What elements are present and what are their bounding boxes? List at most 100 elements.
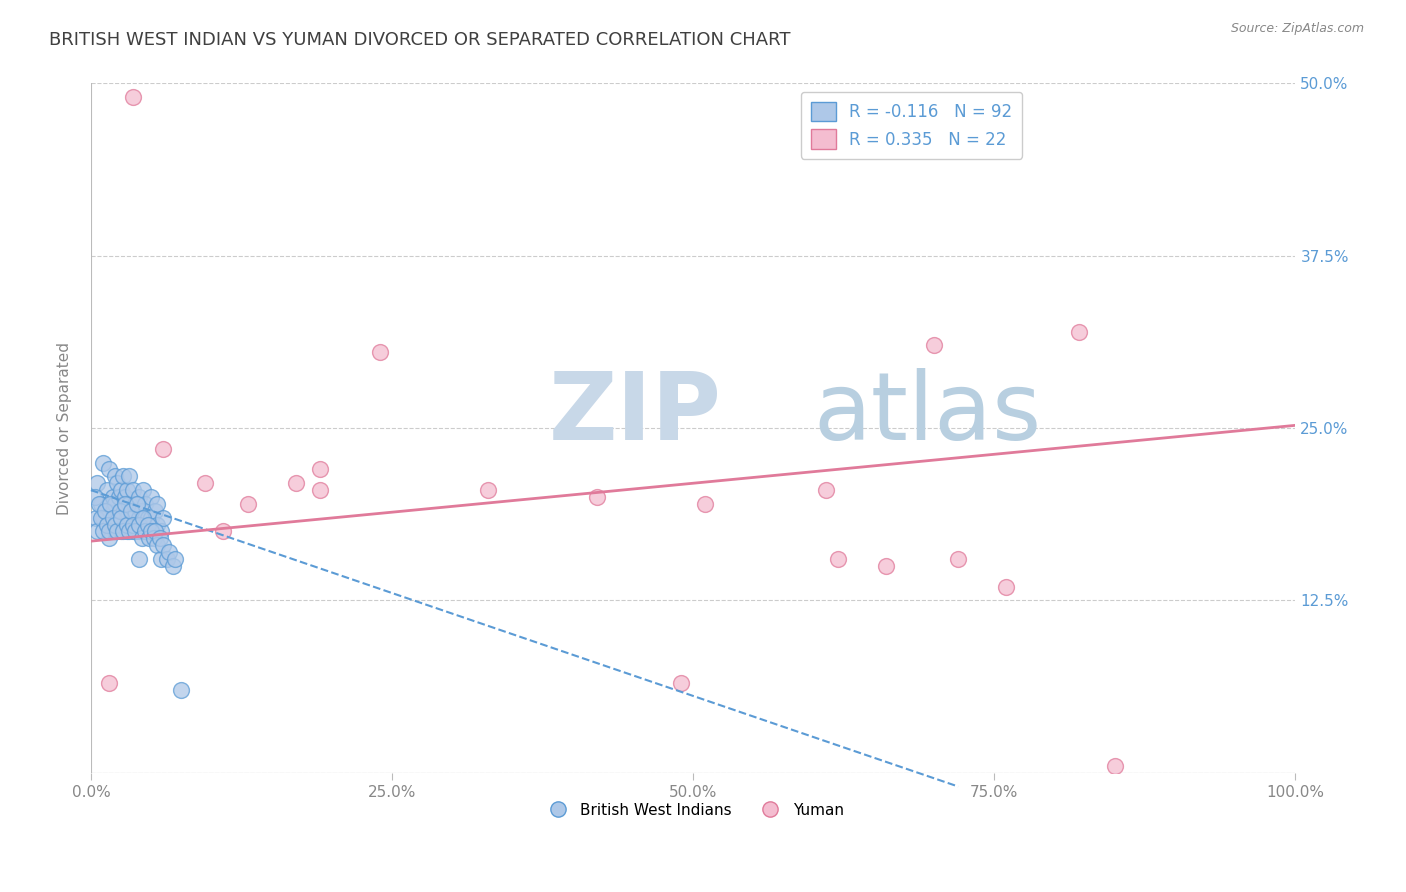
Point (152, 510, 174, 524)
Point (108, 504, 131, 518)
Point (157, 545, 180, 559)
Point (86, 476, 108, 491)
Point (136, 510, 159, 524)
Point (112, 469, 135, 483)
Point (128, 524, 150, 539)
Point (948, 552, 970, 566)
Point (90, 510, 112, 524)
Point (132, 483, 155, 497)
Point (89, 497, 111, 511)
Point (98, 462, 121, 476)
Point (143, 504, 166, 518)
Point (104, 497, 127, 511)
Point (131, 532, 153, 546)
Point (585, 490, 607, 504)
Point (152, 442, 174, 456)
Point (152, 538, 174, 552)
Point (194, 476, 217, 491)
Point (110, 510, 132, 524)
Legend: British West Indians, Yuman: British West Indians, Yuman (536, 797, 851, 823)
Point (132, 510, 155, 524)
Point (104, 517, 127, 532)
Point (122, 504, 145, 518)
Point (146, 497, 169, 511)
Point (114, 517, 136, 532)
Point (104, 524, 127, 539)
Point (115, 517, 138, 532)
Point (141, 524, 163, 539)
Point (122, 90, 145, 104)
Point (141, 490, 163, 504)
Point (128, 517, 150, 532)
Point (149, 524, 172, 539)
Point (112, 524, 135, 539)
Point (98, 676, 121, 690)
Point (90, 497, 112, 511)
Point (114, 497, 136, 511)
Point (142, 524, 165, 539)
Text: atlas: atlas (814, 368, 1042, 460)
Point (368, 345, 391, 359)
Point (146, 517, 169, 532)
Point (91, 456, 114, 470)
Point (118, 469, 141, 483)
Point (162, 558, 184, 573)
Point (118, 497, 141, 511)
Y-axis label: Divorced or Separated: Divorced or Separated (58, 342, 72, 515)
Point (110, 524, 132, 539)
Point (101, 510, 124, 524)
Point (101, 490, 124, 504)
Point (695, 497, 717, 511)
Point (124, 497, 146, 511)
Point (94, 504, 117, 518)
Point (149, 552, 172, 566)
Point (827, 552, 849, 566)
Point (138, 532, 160, 546)
Point (156, 552, 179, 566)
Point (212, 524, 235, 539)
Point (134, 524, 156, 539)
Point (124, 524, 146, 539)
Point (84, 510, 107, 524)
Point (170, 683, 193, 698)
Point (922, 338, 945, 352)
Text: Source: ZipAtlas.com: Source: ZipAtlas.com (1230, 22, 1364, 36)
Point (107, 524, 129, 539)
Point (669, 676, 692, 690)
Point (83, 490, 105, 504)
Point (107, 476, 129, 491)
Point (110, 504, 132, 518)
Point (236, 497, 259, 511)
Point (128, 552, 150, 566)
Point (128, 510, 150, 524)
Text: BRITISH WEST INDIAN VS YUMAN DIVORCED OR SEPARATED CORRELATION CHART: BRITISH WEST INDIAN VS YUMAN DIVORCED OR… (49, 31, 790, 49)
Point (128, 490, 150, 504)
Point (120, 504, 142, 518)
Point (122, 483, 145, 497)
Point (104, 469, 127, 483)
Point (122, 524, 145, 539)
Point (94, 504, 117, 518)
Point (138, 524, 160, 539)
Point (141, 510, 163, 524)
Point (875, 558, 897, 573)
Point (118, 524, 141, 539)
Point (146, 538, 169, 552)
Point (98, 532, 121, 546)
Point (131, 504, 153, 518)
Point (134, 524, 156, 539)
Point (814, 483, 837, 497)
Point (284, 476, 307, 491)
Point (120, 510, 142, 524)
Point (98, 497, 121, 511)
Point (477, 483, 499, 497)
Point (110, 483, 132, 497)
Point (308, 483, 330, 497)
Point (86, 524, 108, 539)
Point (91, 524, 114, 539)
Point (995, 580, 1018, 594)
Point (91, 510, 114, 524)
Point (115, 483, 138, 497)
Point (143, 524, 166, 539)
Point (101, 517, 124, 532)
